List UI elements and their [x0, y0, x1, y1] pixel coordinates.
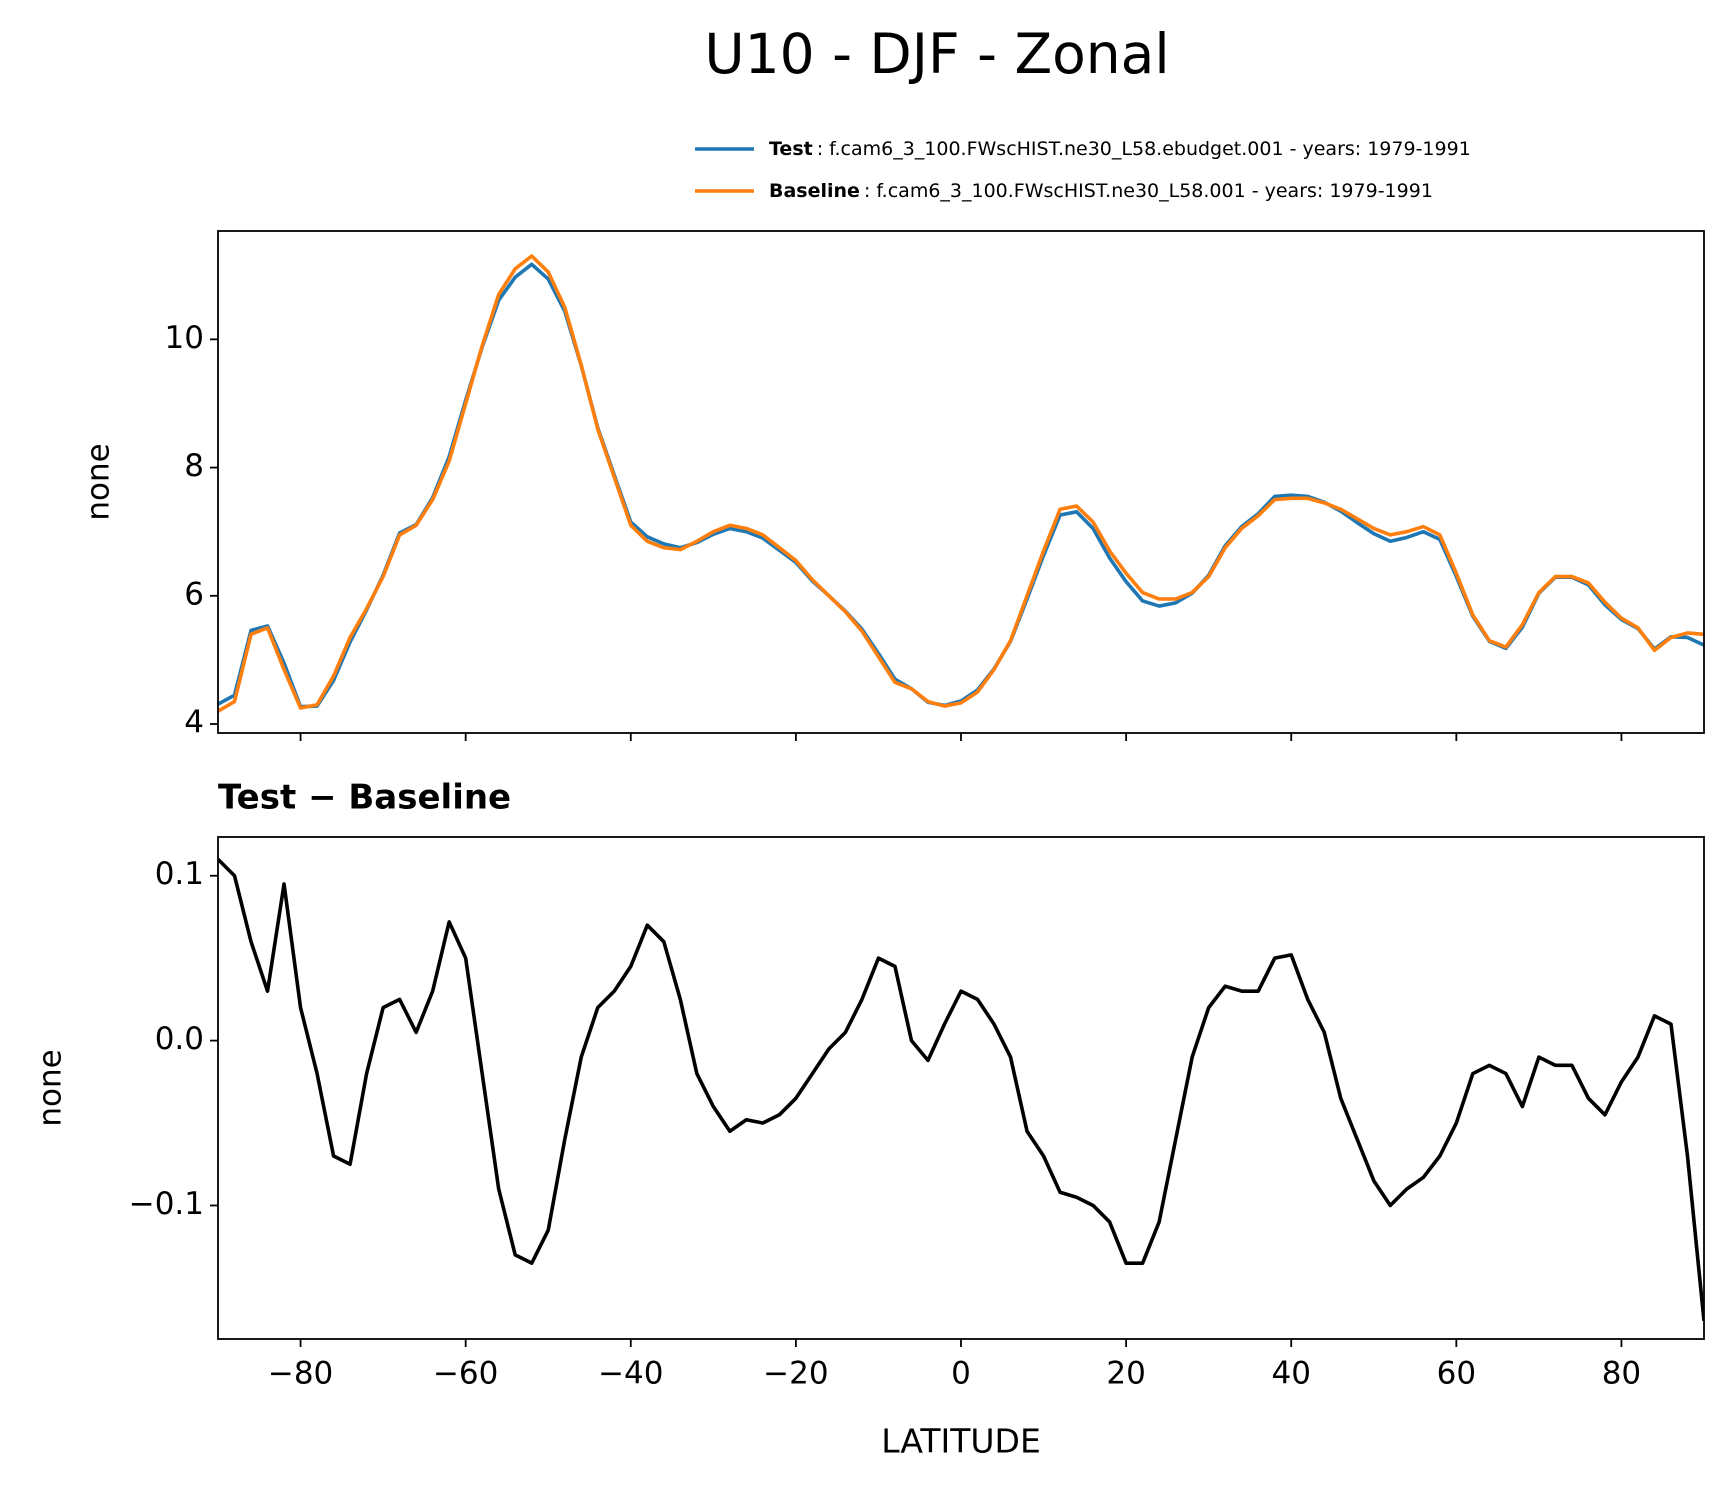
x-tick-label: −20 [763, 1356, 828, 1392]
axes-frame [217, 836, 1705, 1340]
y-tick-label: 6 [184, 576, 204, 612]
data-line [218, 857, 1704, 1322]
y-axis-label: none [81, 443, 117, 520]
legend-label: Test: f.cam6_3_100.FWscHIST.ne30_L58.ebu… [769, 138, 1471, 160]
y-tick-label: 8 [184, 448, 204, 484]
x-tick-label: 0 [951, 1356, 971, 1392]
y-tick-label: 10 [165, 320, 204, 356]
figure-title: U10 - DJF - Zonal [704, 22, 1169, 86]
data-line [218, 254, 1704, 713]
y-axis-label: none [33, 1049, 69, 1126]
legend-name: Baseline [769, 180, 860, 202]
x-tick-label: 20 [1106, 1356, 1145, 1392]
x-tick-label: −60 [433, 1356, 498, 1392]
data-line [218, 262, 1704, 709]
y-tick-label: −0.1 [129, 1186, 204, 1222]
x-axis-label: LATITUDE [881, 1422, 1041, 1461]
x-tick-label: 60 [1437, 1356, 1476, 1392]
y-tick-label: 0.0 [155, 1021, 204, 1057]
x-tick-label: −40 [598, 1356, 663, 1392]
legend-case: : f.cam6_3_100.FWscHIST.ne30_L58.ebudget… [817, 138, 1471, 160]
x-tick-label: −80 [268, 1356, 333, 1392]
legend-label: Baseline: f.cam6_3_100.FWscHIST.ne30_L58… [769, 180, 1433, 202]
y-tick-label: 4 [184, 705, 204, 741]
axes-frame [217, 230, 1705, 734]
y-tick-label: 0.1 [155, 856, 204, 892]
axes-title: Test − Baseline [218, 778, 511, 818]
x-tick-label: 80 [1602, 1356, 1641, 1392]
x-tick-label: 40 [1271, 1356, 1310, 1392]
legend-case: : f.cam6_3_100.FWscHIST.ne30_L58.001 - y… [864, 180, 1433, 202]
legend-name: Test [769, 138, 813, 160]
